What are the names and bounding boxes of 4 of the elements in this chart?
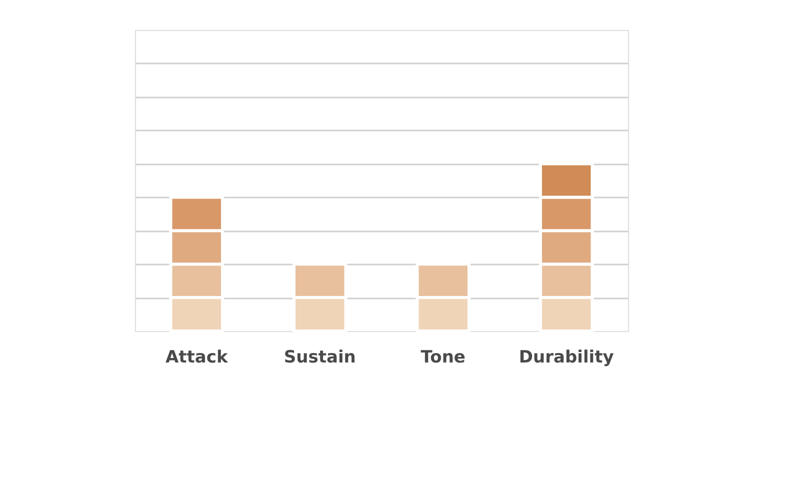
x-tick-label: Tone xyxy=(420,348,466,368)
x-tick-label: Durability xyxy=(518,348,614,368)
x-tick-label: Attack xyxy=(165,348,228,368)
x-tick-label: Sustain xyxy=(284,348,356,368)
